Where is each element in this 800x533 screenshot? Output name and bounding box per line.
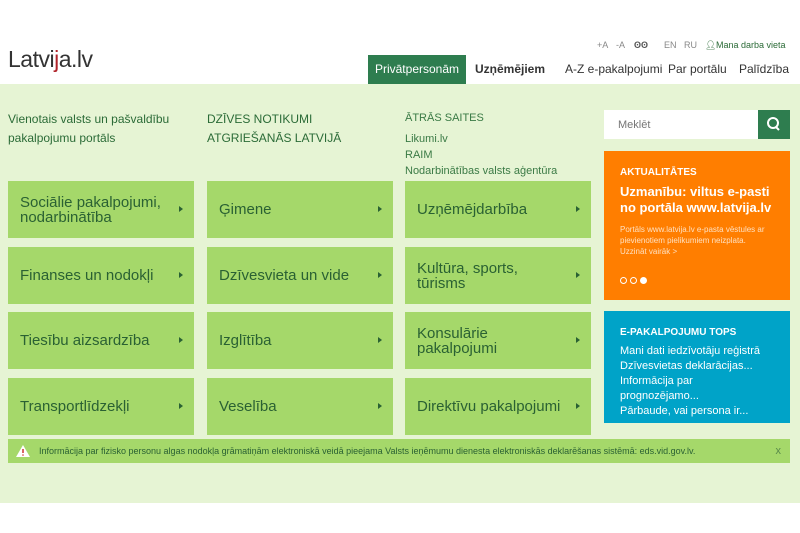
nav-help[interactable]: Palīdzība (739, 62, 790, 76)
carousel-dot-active[interactable] (640, 277, 647, 284)
nav-businesses[interactable]: Uzņēmējiem (475, 62, 546, 76)
quick-link[interactable]: Likumi.lv (405, 133, 448, 145)
category-tile[interactable]: Dzīvesvieta un vide (207, 247, 393, 304)
top-service-link[interactable]: Dzīvesvietas deklarācijas... (620, 360, 753, 372)
nav-private-persons[interactable]: Privātpersonām (368, 55, 466, 90)
portal-description: Vienotais valsts un pašvaldību pakalpoju… (8, 112, 170, 145)
category-tile[interactable]: Direktīvu pakalpojumi (405, 378, 591, 435)
carousel-dot[interactable] (630, 277, 637, 284)
quick-link[interactable]: RAIM (405, 149, 433, 161)
news-description[interactable]: Portāls www.latvija.lv e-pasta vēstules … (620, 225, 765, 256)
font-increase[interactable]: +A (597, 40, 609, 50)
top-service-link[interactable]: Informācija par prognozējamo... (620, 375, 699, 402)
life-events-link[interactable]: DZĪVES NOTIKUMI ATGRIEŠANĀS LATVIJĀ (207, 112, 342, 145)
glasses-icon[interactable]: ʘʘ (634, 40, 649, 50)
news-title[interactable]: Uzmanību: viltus e-pasti no portāla www.… (620, 184, 772, 215)
user-icon: 👤︎ (705, 40, 717, 50)
category-tile[interactable]: Tiesību aizsardzība (8, 312, 194, 369)
search-icon (767, 117, 780, 131)
category-tile[interactable]: Transportlīdzekļi (8, 378, 194, 435)
category-tile[interactable]: Konsulārie pakalpojumi (405, 312, 591, 369)
my-workplace-link[interactable]: Mana darba vieta (716, 40, 786, 50)
news-heading: AKTUALITĀTES (620, 167, 697, 178)
carousel-dots (620, 271, 774, 289)
carousel-dot[interactable] (620, 277, 627, 284)
close-icon[interactable]: x (775, 445, 782, 457)
category-tile[interactable]: Ģimene (207, 181, 393, 238)
notice-text: Informācija par fizisko personu algas no… (39, 446, 696, 456)
nav-az-services[interactable]: A-Z e-pakalpojumi (565, 62, 663, 76)
notice-bar: Informācija par fizisko personu algas no… (8, 439, 790, 463)
category-tile[interactable]: Izglītība (207, 312, 393, 369)
logo[interactable]: Latvija.lv (8, 46, 93, 72)
lang-en[interactable]: EN (664, 40, 677, 50)
top-service-link[interactable]: Pārbaude, vai persona ir... (620, 405, 749, 417)
quick-link[interactable]: Nodarbinātības valsts aģentūra (405, 165, 558, 177)
lang-ru[interactable]: RU (684, 40, 697, 50)
top-service-link[interactable]: Mani dati iedzīvotāju reģistrā (620, 345, 761, 357)
quick-links-title: ĀTRĀS SAITES (405, 112, 484, 124)
nav-about[interactable]: Par portālu (668, 62, 727, 76)
category-tile[interactable]: Sociālie pakalpojumi, nodarbinātība (8, 181, 194, 238)
font-decrease[interactable]: -A (616, 40, 625, 50)
category-tile[interactable]: Kultūra, sports, tūrisms (405, 247, 591, 304)
category-tile[interactable]: Uzņēmējdarbība (405, 181, 591, 238)
category-tile[interactable]: Finanses un nodokļi (8, 247, 194, 304)
search-input[interactable] (604, 110, 758, 139)
quick-links: ĀTRĀS SAITES Likumi.lv RAIM Nodarbinātīb… (405, 110, 595, 179)
category-tile[interactable]: Veselība (207, 378, 393, 435)
news-panel[interactable]: AKTUALITĀTES Uzmanību: viltus e-pasti no… (604, 151, 790, 300)
top-services-panel: E-PAKALPOJUMU TOPS Mani dati iedzīvotāju… (604, 311, 790, 423)
top-services-heading: E-PAKALPOJUMU TOPS (620, 327, 737, 338)
search-button[interactable] (758, 110, 790, 139)
warning-icon (16, 445, 30, 457)
